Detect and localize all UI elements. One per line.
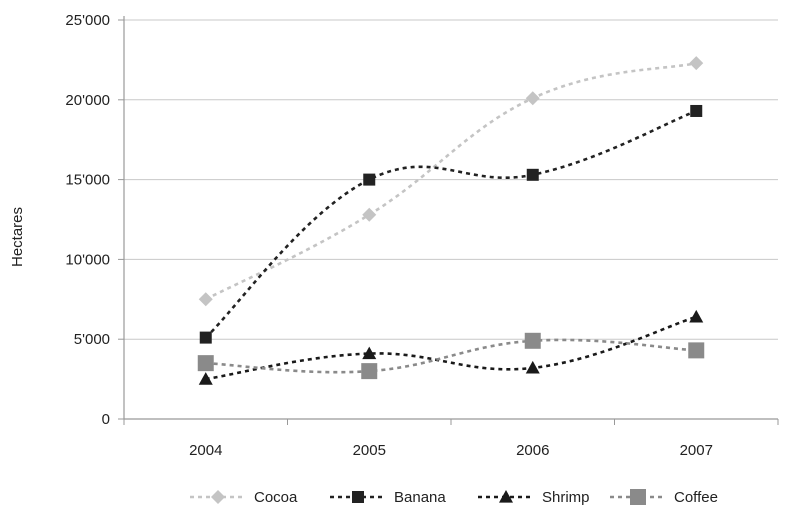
series-banana xyxy=(199,104,703,344)
x-tick-label: 2004 xyxy=(189,442,222,459)
legend-item-coffee: Coffee xyxy=(610,489,718,506)
y-tick-label: 10'000 xyxy=(65,251,110,268)
shrimp-point xyxy=(362,346,377,360)
cocoa-line xyxy=(205,61,697,301)
legend-label: Banana xyxy=(394,489,446,506)
series-layer xyxy=(197,56,705,385)
y-axis-label: Hectares xyxy=(9,207,26,267)
banana-point xyxy=(199,331,212,344)
series-cocoa xyxy=(198,56,704,307)
coffee-point xyxy=(688,342,705,359)
x-tick-label: 2007 xyxy=(680,442,713,459)
x-tick-label: 2005 xyxy=(353,442,386,459)
legend-label: Cocoa xyxy=(254,489,298,506)
cocoa-point xyxy=(362,207,377,222)
x-tick-label: 2006 xyxy=(516,442,549,459)
y-tick-label: 0 xyxy=(102,411,110,428)
shrimp-point xyxy=(525,360,540,374)
shrimp-point xyxy=(198,372,213,385)
y-tick-label: 20'000 xyxy=(65,92,110,109)
coffee-point xyxy=(524,332,541,349)
banana-line xyxy=(204,109,697,339)
series-shrimp xyxy=(198,309,704,385)
legend-swatch-marker xyxy=(630,489,646,505)
coffee-point xyxy=(197,355,214,372)
legend-item-banana: Banana xyxy=(330,489,446,506)
y-tick-label: 5'000 xyxy=(74,331,110,348)
coffee-line xyxy=(205,338,697,374)
cocoa-point xyxy=(525,91,540,106)
cocoa-point xyxy=(198,292,213,307)
legend-swatch-marker xyxy=(352,491,364,503)
legend-label: Shrimp xyxy=(542,489,590,506)
coffee-point xyxy=(361,363,378,380)
axes: 0 5'000 10'000 15'000 20'000 25'000 2004 2005 20… xyxy=(65,12,779,459)
cocoa-point xyxy=(689,56,704,71)
legend-item-shrimp: Shrimp xyxy=(478,489,590,506)
legend-label: Coffee xyxy=(674,489,718,506)
banana-point xyxy=(363,173,376,186)
legend-item-cocoa: Cocoa xyxy=(190,489,298,506)
banana-point xyxy=(690,104,703,117)
series-coffee xyxy=(197,332,705,380)
banana-point xyxy=(526,168,539,181)
legend-swatch-marker xyxy=(211,490,225,504)
grid-lines xyxy=(124,19,778,340)
y-tick-label: 25'000 xyxy=(65,12,110,29)
legend-swatch-marker xyxy=(499,490,513,503)
legend: Cocoa Banana Shrimp Coffee xyxy=(190,489,718,506)
shrimp-line xyxy=(205,315,697,381)
shrimp-point xyxy=(689,309,704,323)
y-tick-label: 15'000 xyxy=(65,172,110,189)
